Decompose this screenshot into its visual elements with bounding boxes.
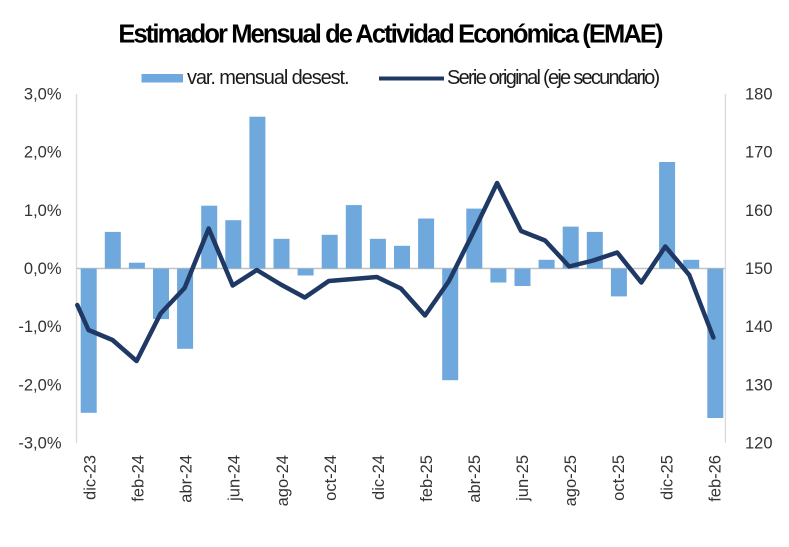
svg-text:abr-25: abr-25 (466, 455, 484, 503)
svg-text:ago-25: ago-25 (562, 455, 580, 506)
svg-text:feb-24: feb-24 (130, 455, 148, 502)
svg-text:feb-25: feb-25 (418, 455, 436, 502)
svg-text:150: 150 (745, 260, 773, 278)
svg-text:Serie original (eje secundario: Serie original (eje secundario) (447, 67, 660, 89)
svg-text:0,0%: 0,0% (24, 260, 62, 278)
svg-text:-3,0%: -3,0% (18, 435, 61, 453)
svg-text:feb-26: feb-26 (706, 455, 724, 502)
svg-text:3,0%: 3,0% (24, 86, 62, 104)
svg-text:1,0%: 1,0% (24, 202, 62, 220)
svg-text:dic-25: dic-25 (658, 455, 676, 500)
svg-text:170: 170 (745, 144, 773, 162)
svg-text:-2,0%: -2,0% (18, 376, 61, 394)
svg-text:ago-24: ago-24 (274, 455, 292, 506)
svg-text:140: 140 (745, 318, 773, 336)
svg-text:120: 120 (745, 435, 773, 453)
svg-text:Estimador Mensual de Actividad: Estimador Mensual de Actividad Económica… (118, 21, 663, 49)
svg-text:2,0%: 2,0% (24, 144, 62, 162)
svg-text:var. mensual desest.: var. mensual desest. (187, 67, 348, 89)
svg-text:jun-24: jun-24 (226, 455, 244, 502)
svg-text:-1,0%: -1,0% (18, 318, 61, 336)
svg-text:abr-24: abr-24 (178, 455, 196, 503)
svg-text:180: 180 (745, 86, 773, 104)
svg-text:dic-24: dic-24 (370, 455, 388, 500)
svg-text:160: 160 (745, 202, 773, 220)
svg-text:130: 130 (745, 376, 773, 394)
svg-text:dic-23: dic-23 (82, 455, 100, 500)
svg-text:oct-24: oct-24 (322, 455, 340, 501)
svg-text:jun-25: jun-25 (514, 455, 532, 502)
svg-text:oct-25: oct-25 (610, 455, 628, 501)
